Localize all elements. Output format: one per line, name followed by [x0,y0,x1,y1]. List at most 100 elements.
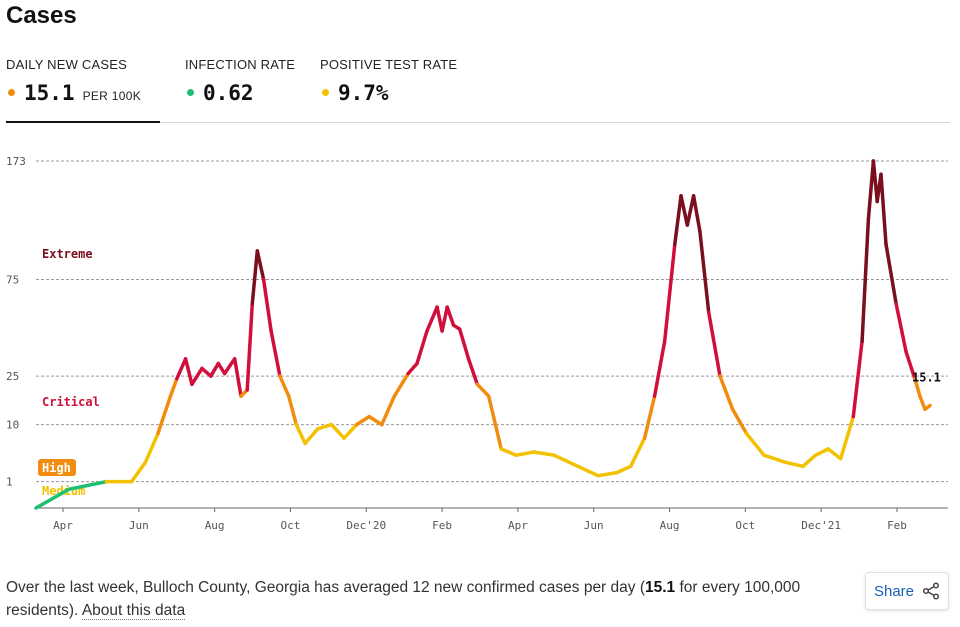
cases-chart: 1102575173ExtremeCriticalHighMediumAprJu… [6,155,948,532]
series-segment [261,277,273,333]
tab-label: INFECTION RATE [185,57,296,72]
series-segment [913,377,922,398]
x-tick-label: Jun [129,519,149,532]
y-tick-label: 173 [6,155,26,168]
tab-value: 15.1 [24,81,75,105]
series-segment [34,487,71,510]
x-tick-label: Dec'20 [346,519,386,532]
series-segment [486,394,503,451]
last-value-label: 15.1 [912,370,941,384]
series-segment [652,339,667,398]
status-dot-icon [322,89,329,96]
description-text-end: for every 100,000 residents). [6,579,801,619]
share-label: Share [873,582,915,600]
series-segment [615,464,633,475]
series-segment [425,305,439,333]
zone-label-high: High [42,461,71,475]
series-segment [278,374,291,398]
x-tick-label: Aug [660,519,680,532]
x-tick-label: Feb [887,519,907,532]
series-segment [698,229,711,315]
tab-infection-rate[interactable]: INFECTION RATE 0.62 [185,54,299,121]
series-segment [532,450,556,457]
series-segment [406,361,419,376]
series-segment [329,422,346,440]
share-button[interactable]: Share [865,572,949,610]
tab-daily-new-cases[interactable]: DAILY NEW CASES 15.1 PER 100K [6,54,160,123]
series-segment [718,374,735,412]
series-segment [175,357,188,381]
series-segment [232,357,243,398]
x-tick-label: Dec'21 [801,519,841,532]
y-tick-label: 10 [6,419,19,432]
series-segment [923,403,932,412]
series-segment [216,361,227,376]
series-segment [143,431,160,465]
series-segment [255,249,266,282]
series-segment [156,394,173,436]
status-dot-icon [187,89,194,96]
series-segment [392,371,410,398]
series-segment [879,172,888,246]
series-segment [576,464,600,478]
series-segment [380,394,397,427]
series-segment [367,414,384,427]
series-segment [744,431,766,457]
series-segment [860,217,871,343]
x-tick-label: Jun [584,519,604,532]
x-tick-label: Apr [53,519,73,532]
y-tick-label: 1 [6,476,13,489]
series-segment [801,453,818,469]
share-icon [922,582,940,600]
series-segment [813,447,830,457]
series-segment [662,242,677,343]
series-segment [730,407,749,436]
series-segment [552,453,580,469]
zone-label-bg [38,459,76,476]
x-tick-label: Oct [735,519,755,532]
series-segment [222,357,237,376]
page-title: Cases [6,2,77,29]
series-segment [466,357,480,387]
tab-unit: PER 100K [82,89,142,103]
series-segment [190,366,204,387]
series-segment [440,305,449,333]
description: Over the last week, Bulloch County, Geor… [6,576,806,622]
series-segment [628,436,647,469]
series-segment [838,414,856,461]
y-tick-label: 75 [6,274,19,287]
series-segment [851,339,864,419]
description-value: 15.1 [645,579,676,596]
series-segment [642,394,657,440]
tab-label: POSITIVE TEST RATE [320,57,458,72]
series-segment [209,361,221,378]
series-segment [129,460,148,484]
series-segment [303,427,320,446]
description-text: Over the last week, Bulloch County, Geor… [6,579,645,596]
series-segment [200,366,213,378]
tab-value: 0.62 [203,81,254,105]
x-tick-label: Apr [508,519,528,532]
series-segment [673,194,683,246]
tab-positive-test-rate[interactable]: POSITIVE TEST RATE 9.7% [320,54,460,121]
series-segment [445,305,456,327]
series-segment [269,329,282,378]
series-segment [904,350,917,381]
tab-label: DAILY NEW CASES [6,57,127,72]
series-segment [706,310,722,378]
series-segment [415,329,429,366]
series-segment [514,450,536,457]
series-segment [884,242,898,306]
series-segment [245,301,255,392]
series-segment [596,470,619,478]
series-segment [691,194,702,234]
zone-label-extreme: Extreme [42,247,93,261]
series-segment [354,414,371,427]
series-segment [783,460,805,469]
x-tick-label: Feb [432,519,452,532]
x-tick-label: Aug [205,519,225,532]
series-segment [918,394,927,412]
about-data-link[interactable]: About this data [81,602,186,620]
x-tick-label: Oct [281,519,301,532]
metric-tabs: DAILY NEW CASES 15.1 PER 100K INFECTION … [6,54,950,123]
